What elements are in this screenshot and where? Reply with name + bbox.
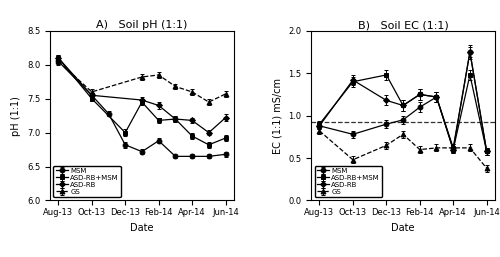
Y-axis label: pH (1:1): pH (1:1) <box>12 96 22 136</box>
Legend: MSM, ASD-RB+MSM, ASD-RB, GS: MSM, ASD-RB+MSM, ASD-RB, GS <box>54 166 121 197</box>
Y-axis label: EC (1:1) mS/cm: EC (1:1) mS/cm <box>272 78 282 154</box>
Title: A)   Soil pH (1:1): A) Soil pH (1:1) <box>96 20 188 30</box>
Title: B)   Soil EC (1:1): B) Soil EC (1:1) <box>358 20 448 30</box>
X-axis label: Date: Date <box>392 223 415 233</box>
Legend: MSM, ASD-RB+MSM, ASD-RB, GS: MSM, ASD-RB+MSM, ASD-RB, GS <box>314 166 382 197</box>
X-axis label: Date: Date <box>130 223 154 233</box>
